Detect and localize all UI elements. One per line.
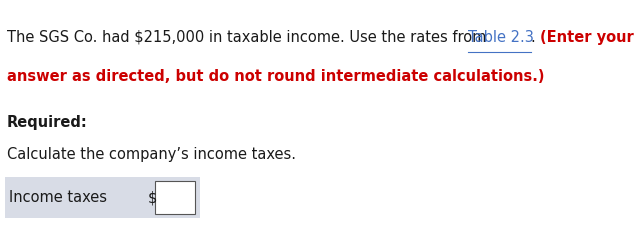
Text: Calculate the company’s income taxes.: Calculate the company’s income taxes. (7, 147, 296, 162)
Text: .: . (531, 30, 540, 45)
Text: (Enter your: (Enter your (540, 30, 634, 45)
Text: Income taxes: Income taxes (10, 190, 108, 205)
FancyBboxPatch shape (4, 177, 200, 218)
Text: Required:: Required: (7, 114, 88, 130)
Text: The SGS Co. had $215,000 in taxable income. Use the rates from: The SGS Co. had $215,000 in taxable inco… (7, 30, 491, 45)
Text: answer as directed, but do not round intermediate calculations.): answer as directed, but do not round int… (7, 69, 545, 84)
Text: Table 2.3: Table 2.3 (468, 30, 534, 45)
Text: $: $ (148, 190, 157, 205)
FancyBboxPatch shape (155, 181, 195, 214)
